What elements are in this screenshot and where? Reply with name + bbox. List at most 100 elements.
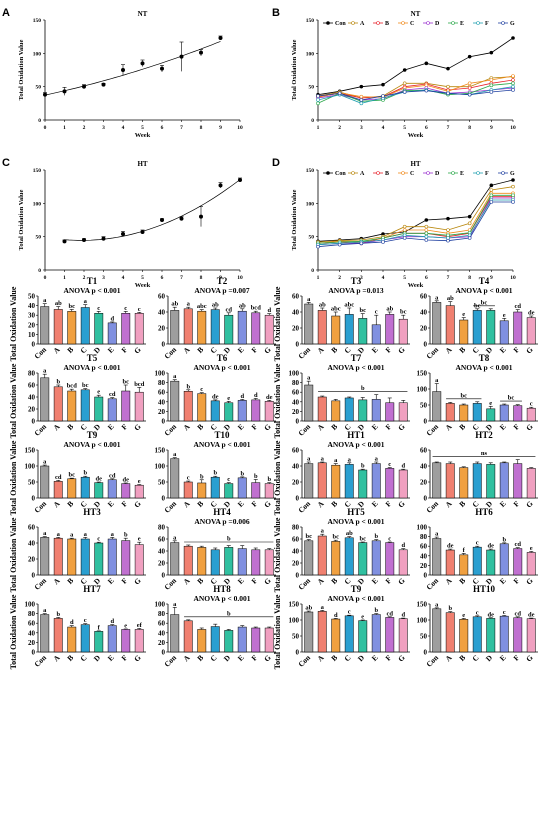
x-category-label: A — [443, 345, 454, 356]
x-category-label: F — [384, 576, 394, 586]
y-tick-label: 60 — [420, 293, 428, 301]
bar-E — [499, 462, 509, 499]
bar-C — [344, 615, 354, 653]
x-category-label: G — [132, 422, 143, 433]
legend-label: E — [460, 21, 464, 27]
sig-letter: ab — [305, 605, 312, 612]
x-category-label: F — [250, 653, 260, 663]
sig-letter: e — [530, 545, 533, 552]
y-axis-label: Total Oxidation Value — [273, 517, 282, 592]
x-category-label: D — [222, 422, 233, 433]
y-tick-label: 150 — [289, 601, 300, 609]
y-tick-label: 40 — [158, 548, 166, 556]
bar-chart-title: HT1 — [347, 430, 365, 440]
bar-A — [53, 481, 63, 499]
x-category-label: G — [262, 422, 273, 433]
sig-letter: b — [83, 470, 87, 477]
bar-Con — [40, 614, 50, 653]
x-tick-label: 5 — [403, 125, 406, 131]
x-category-label: E — [370, 499, 380, 509]
bar-F — [251, 627, 261, 653]
y-tick-label: 0 — [162, 495, 166, 503]
sig-letter: ab — [319, 302, 326, 309]
x-category-label: E — [236, 653, 246, 663]
bar-F — [385, 468, 395, 499]
x-category-label: E — [106, 345, 116, 355]
x-tick-label: 0 — [44, 125, 47, 131]
y-tick-label: 60 — [292, 447, 300, 455]
sig-letter: e — [462, 612, 465, 619]
sig-letter: c — [97, 305, 100, 312]
bar-B — [331, 400, 341, 422]
series-line-Con — [317, 179, 514, 242]
x-tick-label: 9 — [219, 125, 222, 131]
y-tick-label: 150 — [155, 447, 166, 455]
y-tick-label: 0 — [32, 649, 36, 657]
bar-F — [385, 617, 395, 653]
y-tick-label: 80 — [292, 379, 300, 387]
bracket-label: b — [227, 610, 231, 617]
x-category-label: C — [342, 499, 352, 509]
y-tick-label: 0 — [38, 118, 41, 124]
bar-A — [183, 545, 193, 576]
sig-letter: a — [173, 373, 177, 380]
series-line-G — [317, 89, 514, 101]
data-point — [218, 183, 223, 188]
x-tick-label: 10 — [510, 125, 516, 131]
x-category-label: G — [132, 499, 143, 510]
y-tick-label: 0 — [32, 341, 36, 349]
series-point — [511, 78, 515, 82]
bar-D — [486, 549, 496, 576]
bar-A — [53, 618, 63, 653]
bar-B — [197, 393, 207, 422]
bar-Con — [40, 377, 50, 422]
bar-A — [445, 463, 455, 499]
x-tick-label: 4 — [382, 125, 385, 131]
anova-label: ANOVA p < 0.001 — [455, 363, 512, 372]
data-point — [140, 61, 145, 66]
series-point — [511, 36, 515, 40]
legend-marker — [426, 21, 430, 25]
x-category-label: D — [92, 576, 103, 587]
bracket-label: b — [227, 536, 231, 543]
y-tick-label: 40 — [28, 540, 36, 548]
bar-A — [317, 396, 327, 422]
bar-B — [197, 310, 207, 345]
legend-marker — [326, 171, 330, 175]
chart-title: NT — [138, 10, 148, 18]
legend-marker — [501, 171, 505, 175]
y-tick-label: 60 — [292, 536, 300, 544]
sig-letter: b — [240, 470, 244, 477]
bar-A — [53, 386, 63, 422]
y-tick-label: 40 — [292, 309, 300, 317]
sig-letter: d — [401, 542, 405, 549]
x-category-label: A — [315, 499, 326, 510]
bar-Con — [432, 608, 442, 653]
bar-E — [237, 626, 247, 653]
x-tick-label: 7 — [180, 125, 183, 131]
x-category-label: A — [443, 422, 454, 433]
sig-letter: de — [528, 612, 535, 619]
bar-F — [121, 390, 131, 422]
sig-letter: b — [448, 605, 452, 612]
bar-G — [134, 629, 144, 653]
x-category-label: G — [396, 576, 407, 587]
sig-letter: ab — [55, 300, 62, 307]
bar-E — [371, 614, 381, 653]
x-category-label: G — [132, 653, 143, 664]
y-tick-label: 0 — [32, 572, 36, 580]
y-tick-label: 40 — [28, 302, 36, 310]
x-tick-label: 8 — [468, 125, 471, 131]
sig-letter: c — [227, 476, 230, 483]
x-category-label: D — [92, 653, 103, 664]
legend-label: Con — [335, 21, 346, 27]
x-category-label: B — [195, 422, 205, 432]
y-tick-label: 100 — [155, 370, 166, 378]
sig-letter: bc — [400, 309, 407, 316]
bar-G — [134, 544, 144, 576]
legend-marker — [376, 171, 380, 175]
sig-letter: b — [374, 607, 378, 614]
x-category-label: F — [384, 345, 394, 355]
chart-title: HT — [410, 160, 420, 168]
